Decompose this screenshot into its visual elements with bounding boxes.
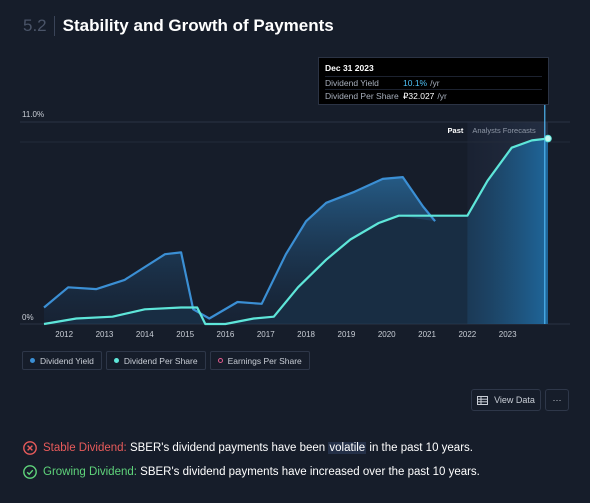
- x-tick-label: 2016: [217, 330, 235, 339]
- section-title: Stability and Growth of Payments: [62, 16, 334, 35]
- dividend-per-share-line: [43, 137, 549, 326]
- section-number: 5.2: [23, 16, 47, 35]
- forecast-label: Analysts Forecasts: [472, 126, 536, 135]
- dps-area: [44, 138, 548, 324]
- x-tick-label: 2022: [458, 330, 476, 339]
- legend-label-dps: Dividend Per Share: [123, 355, 198, 366]
- growing-dividend-status: Growing Dividend: SBER's dividend paymen…: [23, 465, 480, 479]
- tooltip-row-yield: Dividend Yield 10.1% /yr: [325, 76, 542, 89]
- stable-dividend-text-end: in the past 10 years.: [366, 442, 473, 454]
- tooltip-dps-unit: /yr: [437, 91, 447, 101]
- volatile-highlight[interactable]: volatile: [328, 442, 367, 454]
- legend-label-yield: Dividend Yield: [40, 355, 94, 366]
- y-tick-label: 0%: [22, 313, 34, 322]
- tooltip-yield-label: Dividend Yield: [325, 78, 379, 88]
- more-options-label: ···: [552, 395, 562, 405]
- dividend-yield-line: [43, 176, 436, 320]
- view-data-button[interactable]: View Data: [471, 389, 541, 411]
- growing-dividend-label: Growing Dividend:: [43, 466, 137, 478]
- forecast-dps-area: [467, 138, 548, 324]
- view-data-label: View Data: [494, 395, 535, 405]
- stable-dividend-label: Stable Dividend:: [43, 442, 127, 454]
- growing-dividend-text: SBER's dividend payments have increased …: [136, 466, 480, 478]
- x-tick-label: 2015: [176, 330, 194, 339]
- legend-dividend-yield[interactable]: Dividend Yield: [22, 351, 102, 370]
- x-tick-label: 2021: [418, 330, 436, 339]
- legend-label-eps: Earnings Per Share: [227, 355, 302, 366]
- x-tick-label: 2014: [136, 330, 154, 339]
- header-divider: [53, 16, 55, 36]
- legend-dividend-per-share[interactable]: Dividend Per Share: [105, 351, 206, 370]
- legend-dot-yield: [30, 358, 35, 363]
- legend-earnings-per-share[interactable]: Earnings Per Share: [209, 351, 310, 370]
- chart-legend: Dividend Yield Dividend Per Share Earnin…: [22, 351, 310, 370]
- more-options-button[interactable]: ···: [545, 389, 569, 411]
- section-header: 5.2 Stability and Growth of Payments: [23, 15, 334, 37]
- tooltip-dps-value: ₽32.027: [403, 90, 435, 101]
- table-icon: [477, 395, 489, 405]
- cross-circle-icon: [23, 441, 37, 455]
- x-tick-label: 2012: [55, 330, 73, 339]
- legend-dot-eps: [217, 358, 223, 363]
- tooltip-dps-label: Dividend Per Share: [325, 91, 399, 101]
- x-tick-label: 2020: [378, 330, 396, 339]
- stable-dividend-status: Stable Dividend: SBER's dividend payment…: [23, 441, 473, 455]
- x-tick-label: 2017: [257, 330, 275, 339]
- past-label: Past: [448, 126, 464, 135]
- tooltip-date: Dec 31 2023: [325, 63, 374, 73]
- hover-point: [544, 134, 552, 143]
- tooltip-yield-unit: /yr: [430, 78, 440, 88]
- stable-dividend-text: SBER's dividend payments have been: [126, 442, 329, 454]
- yield-area: [44, 177, 436, 324]
- tooltip-row-dps: Dividend Per Share ₽32.027 /yr: [325, 89, 542, 102]
- x-tick-label: 2013: [96, 330, 114, 339]
- x-tick-label: 2018: [297, 330, 315, 339]
- dividend-chart[interactable]: 0% 11.0% 2012 2013 2014 2015 2016 2017 2018 2019 2…: [0, 0, 590, 345]
- legend-dot-dps: [113, 358, 119, 363]
- x-tick-label: 2023: [499, 330, 517, 339]
- x-tick-label: 2019: [338, 330, 356, 339]
- tooltip-yield-value: 10.1%: [403, 78, 428, 88]
- chart-tooltip: Dec 31 2023 Dividend Yield 10.1% /yr Div…: [318, 57, 549, 105]
- y-tick-label: 11.0%: [22, 110, 44, 119]
- check-circle-icon: [23, 465, 37, 479]
